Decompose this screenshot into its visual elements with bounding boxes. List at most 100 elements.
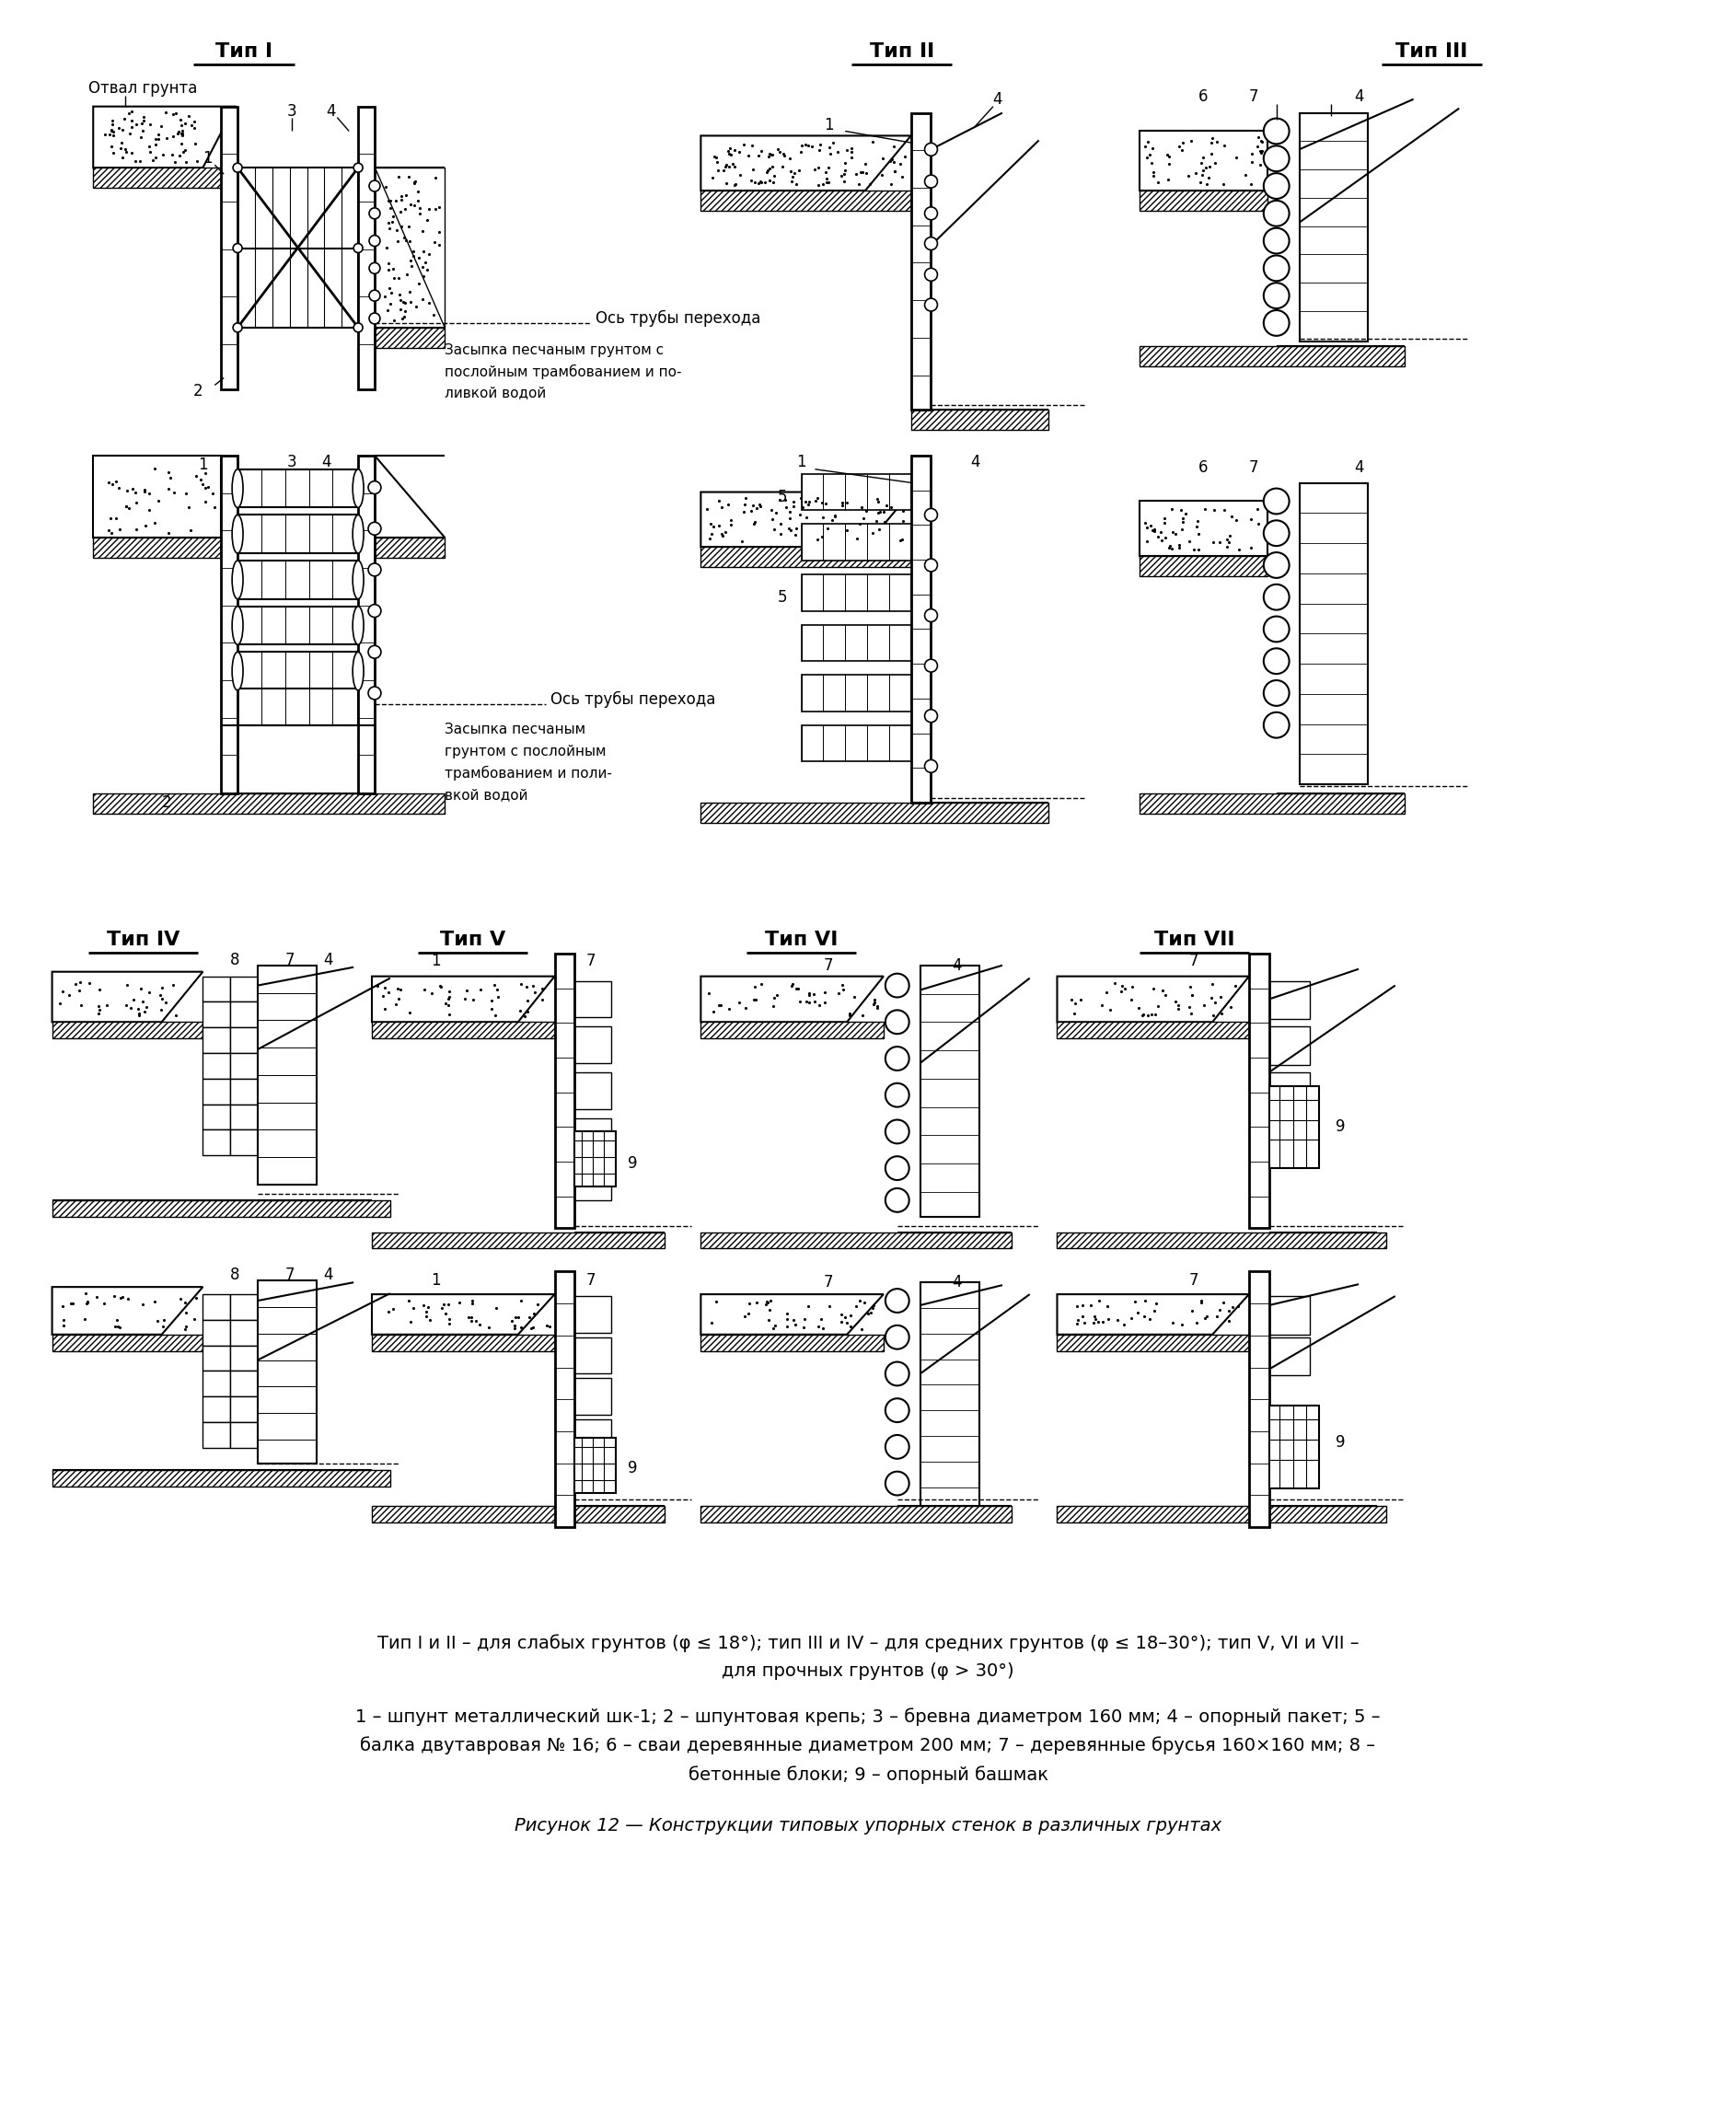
- Bar: [1299, 112, 1368, 341]
- Point: [743, 491, 771, 525]
- Text: 4: 4: [321, 453, 332, 470]
- Bar: [238, 606, 358, 644]
- Point: [411, 1294, 439, 1328]
- Point: [1094, 1303, 1121, 1336]
- Point: [375, 976, 403, 1010]
- Point: [113, 136, 141, 169]
- Point: [1135, 138, 1163, 172]
- Point: [148, 993, 175, 1027]
- Point: [1189, 989, 1217, 1023]
- Point: [1116, 1300, 1144, 1334]
- Point: [99, 108, 127, 142]
- Point: [887, 523, 915, 557]
- Point: [141, 506, 168, 540]
- Point: [153, 95, 181, 129]
- Point: [1177, 998, 1205, 1031]
- Point: [97, 129, 125, 163]
- Point: [771, 140, 799, 174]
- Point: [880, 155, 908, 189]
- Point: [760, 981, 788, 1015]
- Text: 2: 2: [161, 794, 172, 811]
- Point: [385, 284, 413, 318]
- Point: [819, 125, 847, 159]
- Point: [109, 1279, 137, 1313]
- Point: [130, 100, 158, 133]
- Point: [873, 487, 901, 521]
- Point: [516, 1300, 543, 1334]
- Point: [741, 970, 769, 1004]
- Point: [519, 968, 547, 1002]
- Point: [745, 167, 773, 201]
- Point: [741, 504, 769, 538]
- Point: [757, 1284, 785, 1317]
- Bar: [231, 1320, 257, 1345]
- Point: [1168, 504, 1196, 538]
- Point: [396, 159, 424, 193]
- Point: [66, 974, 94, 1008]
- Point: [852, 493, 880, 527]
- Point: [746, 133, 774, 167]
- Point: [1080, 1307, 1108, 1341]
- Point: [762, 979, 790, 1012]
- Text: Тип VII: Тип VII: [1154, 930, 1234, 949]
- Point: [786, 136, 814, 169]
- Bar: [231, 1002, 257, 1027]
- Point: [436, 1303, 464, 1336]
- Point: [172, 106, 200, 140]
- Polygon shape: [52, 1023, 203, 1038]
- Point: [1147, 523, 1175, 557]
- Polygon shape: [1139, 131, 1267, 191]
- Bar: [1269, 1087, 1319, 1169]
- Point: [394, 210, 422, 244]
- Polygon shape: [375, 455, 444, 538]
- Circle shape: [885, 1326, 910, 1349]
- Point: [701, 140, 729, 174]
- Point: [167, 108, 194, 142]
- Point: [398, 250, 425, 284]
- Point: [535, 1309, 562, 1343]
- Point: [477, 983, 505, 1017]
- Point: [818, 502, 845, 536]
- Polygon shape: [701, 1294, 884, 1334]
- Circle shape: [925, 559, 937, 572]
- Point: [372, 970, 399, 1004]
- Polygon shape: [375, 328, 444, 347]
- Point: [741, 165, 769, 199]
- Text: бетонные блоки; 9 – опорный башмак: бетонные блоки; 9 – опорный башмак: [687, 1766, 1049, 1783]
- Point: [120, 983, 148, 1017]
- Point: [712, 150, 740, 184]
- Point: [481, 968, 509, 1002]
- Point: [130, 104, 158, 138]
- Text: Тип I: Тип I: [215, 42, 273, 61]
- Point: [889, 504, 917, 538]
- Point: [158, 119, 186, 152]
- Point: [748, 968, 776, 1002]
- Point: [877, 144, 904, 178]
- Polygon shape: [94, 167, 234, 189]
- Circle shape: [368, 646, 380, 659]
- Bar: [1269, 1406, 1319, 1489]
- Circle shape: [370, 235, 380, 246]
- Bar: [1269, 1336, 1311, 1375]
- Point: [1137, 998, 1165, 1031]
- Point: [771, 483, 799, 517]
- Text: 4: 4: [993, 91, 1003, 108]
- Text: 8: 8: [229, 951, 240, 968]
- Point: [698, 1305, 726, 1339]
- Point: [705, 485, 733, 519]
- Point: [1144, 165, 1172, 199]
- Point: [1082, 1303, 1109, 1336]
- Point: [500, 1309, 528, 1343]
- Point: [1062, 1307, 1090, 1341]
- Point: [795, 979, 823, 1012]
- Text: 1: 1: [431, 1273, 441, 1290]
- Point: [1200, 968, 1227, 1002]
- Polygon shape: [701, 1506, 1012, 1523]
- Point: [191, 485, 219, 519]
- Point: [170, 133, 198, 167]
- Point: [833, 485, 861, 519]
- Bar: [203, 1294, 231, 1320]
- Circle shape: [925, 760, 937, 773]
- Point: [142, 140, 170, 174]
- Point: [807, 1303, 835, 1336]
